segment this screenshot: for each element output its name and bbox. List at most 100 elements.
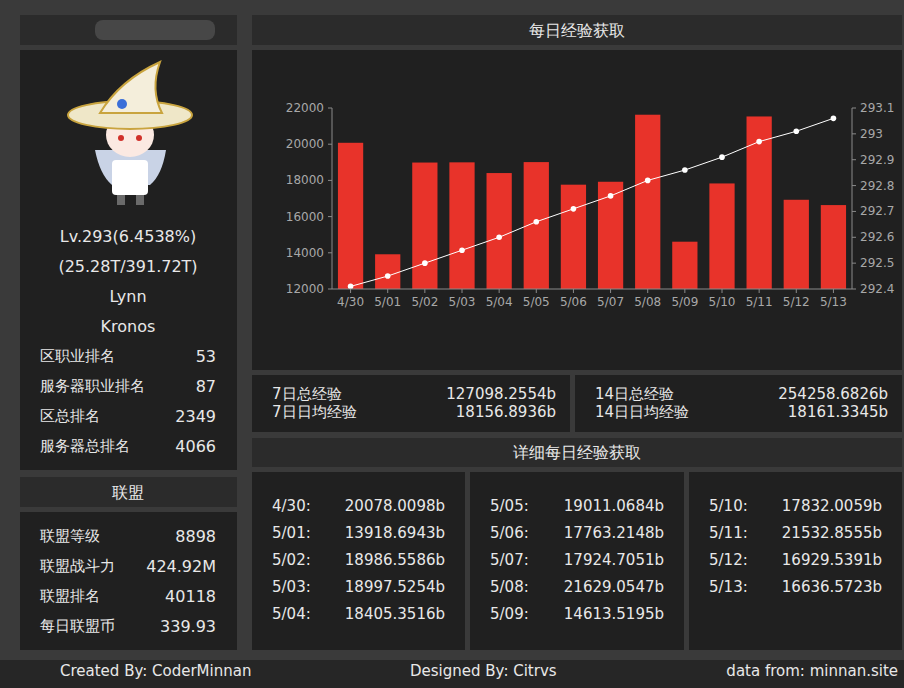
- tick: [350, 289, 351, 293]
- marker: [793, 128, 799, 134]
- page: Lv.293(6.4538%) (25.28T/391.72T) Lynn Krono…: [0, 0, 904, 688]
- tick: [833, 289, 834, 293]
- label: 7日总经验: [272, 385, 342, 403]
- tick-label: 292.4: [860, 282, 894, 296]
- label: 5/05:: [490, 497, 529, 515]
- label: Lv.293(6.4538%): [60, 227, 196, 246]
- tick: [647, 289, 648, 293]
- footer-text: Created By: CoderMinnan: [60, 662, 251, 680]
- tick: [424, 289, 425, 293]
- tick-label: 20000: [286, 137, 324, 151]
- tick-label: 12000: [286, 282, 324, 296]
- label: 14613.5195b: [564, 605, 664, 623]
- tick: [328, 289, 332, 290]
- tick-label: 293.1: [860, 101, 894, 115]
- tick-label: 5/12: [783, 295, 810, 309]
- label: 7日日均经验: [272, 403, 357, 421]
- label: 5/01:: [272, 524, 311, 542]
- marker: [645, 178, 651, 184]
- bar: [672, 242, 697, 289]
- label: 424.92M: [146, 557, 216, 576]
- label: Kronos: [101, 317, 156, 336]
- tick: [387, 289, 388, 293]
- y2-axis: [852, 108, 853, 289]
- label: 18156.8936b: [456, 403, 556, 421]
- y-axis: [332, 108, 333, 289]
- tick: [852, 159, 856, 160]
- tick-label: 5/11: [746, 295, 773, 309]
- bar: [821, 205, 846, 289]
- label: 5/13:: [709, 578, 748, 596]
- tick-label: 18000: [286, 173, 324, 187]
- tick: [328, 216, 332, 217]
- label: 19011.0684b: [564, 497, 664, 515]
- label: 5/08:: [490, 578, 529, 596]
- label: 14日日均经验: [595, 403, 689, 421]
- label: 联盟: [112, 483, 144, 502]
- avatar: [68, 62, 192, 205]
- label: 127098.2554b: [446, 385, 556, 403]
- tick: [573, 289, 574, 293]
- body: [112, 160, 148, 195]
- footer-text: Designed By: Citrvs: [410, 662, 557, 680]
- tick: [759, 289, 760, 293]
- chart-panel: [252, 50, 902, 370]
- tick-label: 292.8: [860, 179, 894, 193]
- bar: [784, 200, 809, 289]
- marker: [831, 116, 837, 122]
- bar: [375, 254, 400, 289]
- tick: [499, 289, 500, 293]
- label: 每日联盟币: [40, 617, 115, 635]
- tick: [328, 180, 332, 181]
- label: 4066: [175, 437, 216, 456]
- eye: [136, 135, 142, 141]
- label: 服务器总排名: [40, 437, 130, 455]
- tick-label: 292.7: [860, 204, 894, 218]
- label: 每日经验获取: [529, 21, 625, 40]
- label: 16929.5391b: [782, 551, 882, 569]
- tick-label: 292.6: [860, 230, 894, 244]
- label: 16636.5723b: [782, 578, 882, 596]
- bar: [598, 182, 623, 289]
- leg: [117, 195, 125, 205]
- label: 17763.2148b: [564, 524, 664, 542]
- detail-panel: [689, 472, 902, 650]
- label: 17924.7051b: [564, 551, 664, 569]
- tick-label: 5/06: [560, 295, 587, 309]
- label: 服务器职业排名: [40, 377, 145, 395]
- label: 14日总经验: [595, 385, 674, 403]
- tick-label: 5/01: [374, 295, 401, 309]
- tick-label: 5/13: [820, 295, 847, 309]
- tick-label: 5/03: [449, 295, 476, 309]
- label: 18986.5586b: [345, 551, 445, 569]
- label: 5/04:: [272, 605, 311, 623]
- tick-label: 5/02: [411, 295, 438, 309]
- tick-label: 5/10: [709, 295, 736, 309]
- label: 联盟等级: [40, 527, 100, 545]
- detail-header: [252, 438, 902, 467]
- label: 17832.0059b: [782, 497, 882, 515]
- name-header: [20, 15, 237, 45]
- footer-text: data from: minnan.site: [726, 662, 898, 680]
- tick-label: 293: [860, 127, 883, 141]
- hat-gem: [117, 99, 127, 109]
- tick: [328, 108, 332, 109]
- bar: [747, 116, 772, 289]
- label: 5/10:: [709, 497, 748, 515]
- chart-header: [252, 15, 902, 45]
- label: Lynn: [109, 287, 146, 306]
- tick: [536, 289, 537, 293]
- bar: [449, 162, 474, 289]
- detail-panel: [470, 472, 684, 650]
- tick-label: 5/09: [671, 295, 698, 309]
- label: 区职业排名: [40, 347, 115, 365]
- label: 4/30:: [272, 497, 311, 515]
- marker: [385, 273, 391, 279]
- tick-label: 5/04: [486, 295, 513, 309]
- label: 254258.6826b: [778, 385, 888, 403]
- tick: [852, 108, 856, 109]
- label: (25.28T/391.72T): [58, 257, 197, 276]
- marker: [459, 247, 465, 253]
- label: 339.93: [160, 617, 216, 636]
- tick-label: 16000: [286, 210, 324, 224]
